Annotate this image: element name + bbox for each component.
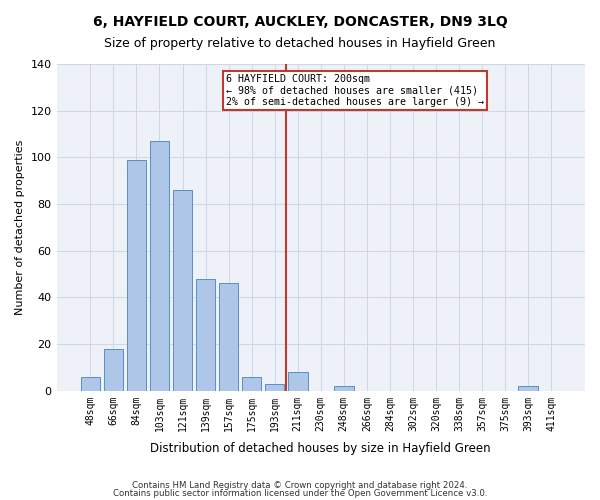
- Bar: [196, 278, 215, 391]
- Bar: [219, 284, 238, 391]
- Text: Contains public sector information licensed under the Open Government Licence v3: Contains public sector information licen…: [113, 488, 487, 498]
- Bar: [518, 386, 538, 391]
- Bar: [288, 372, 308, 391]
- Text: Size of property relative to detached houses in Hayfield Green: Size of property relative to detached ho…: [104, 38, 496, 51]
- Text: Contains HM Land Registry data © Crown copyright and database right 2024.: Contains HM Land Registry data © Crown c…: [132, 481, 468, 490]
- Bar: [104, 349, 123, 391]
- Bar: [265, 384, 284, 391]
- Bar: [173, 190, 193, 391]
- Text: 6 HAYFIELD COURT: 200sqm
← 98% of detached houses are smaller (415)
2% of semi-d: 6 HAYFIELD COURT: 200sqm ← 98% of detach…: [226, 74, 484, 107]
- Bar: [242, 377, 262, 391]
- X-axis label: Distribution of detached houses by size in Hayfield Green: Distribution of detached houses by size …: [151, 442, 491, 455]
- Bar: [80, 377, 100, 391]
- Bar: [127, 160, 146, 391]
- Bar: [149, 141, 169, 391]
- Bar: [334, 386, 353, 391]
- Y-axis label: Number of detached properties: Number of detached properties: [15, 140, 25, 315]
- Text: 6, HAYFIELD COURT, AUCKLEY, DONCASTER, DN9 3LQ: 6, HAYFIELD COURT, AUCKLEY, DONCASTER, D…: [92, 15, 508, 29]
